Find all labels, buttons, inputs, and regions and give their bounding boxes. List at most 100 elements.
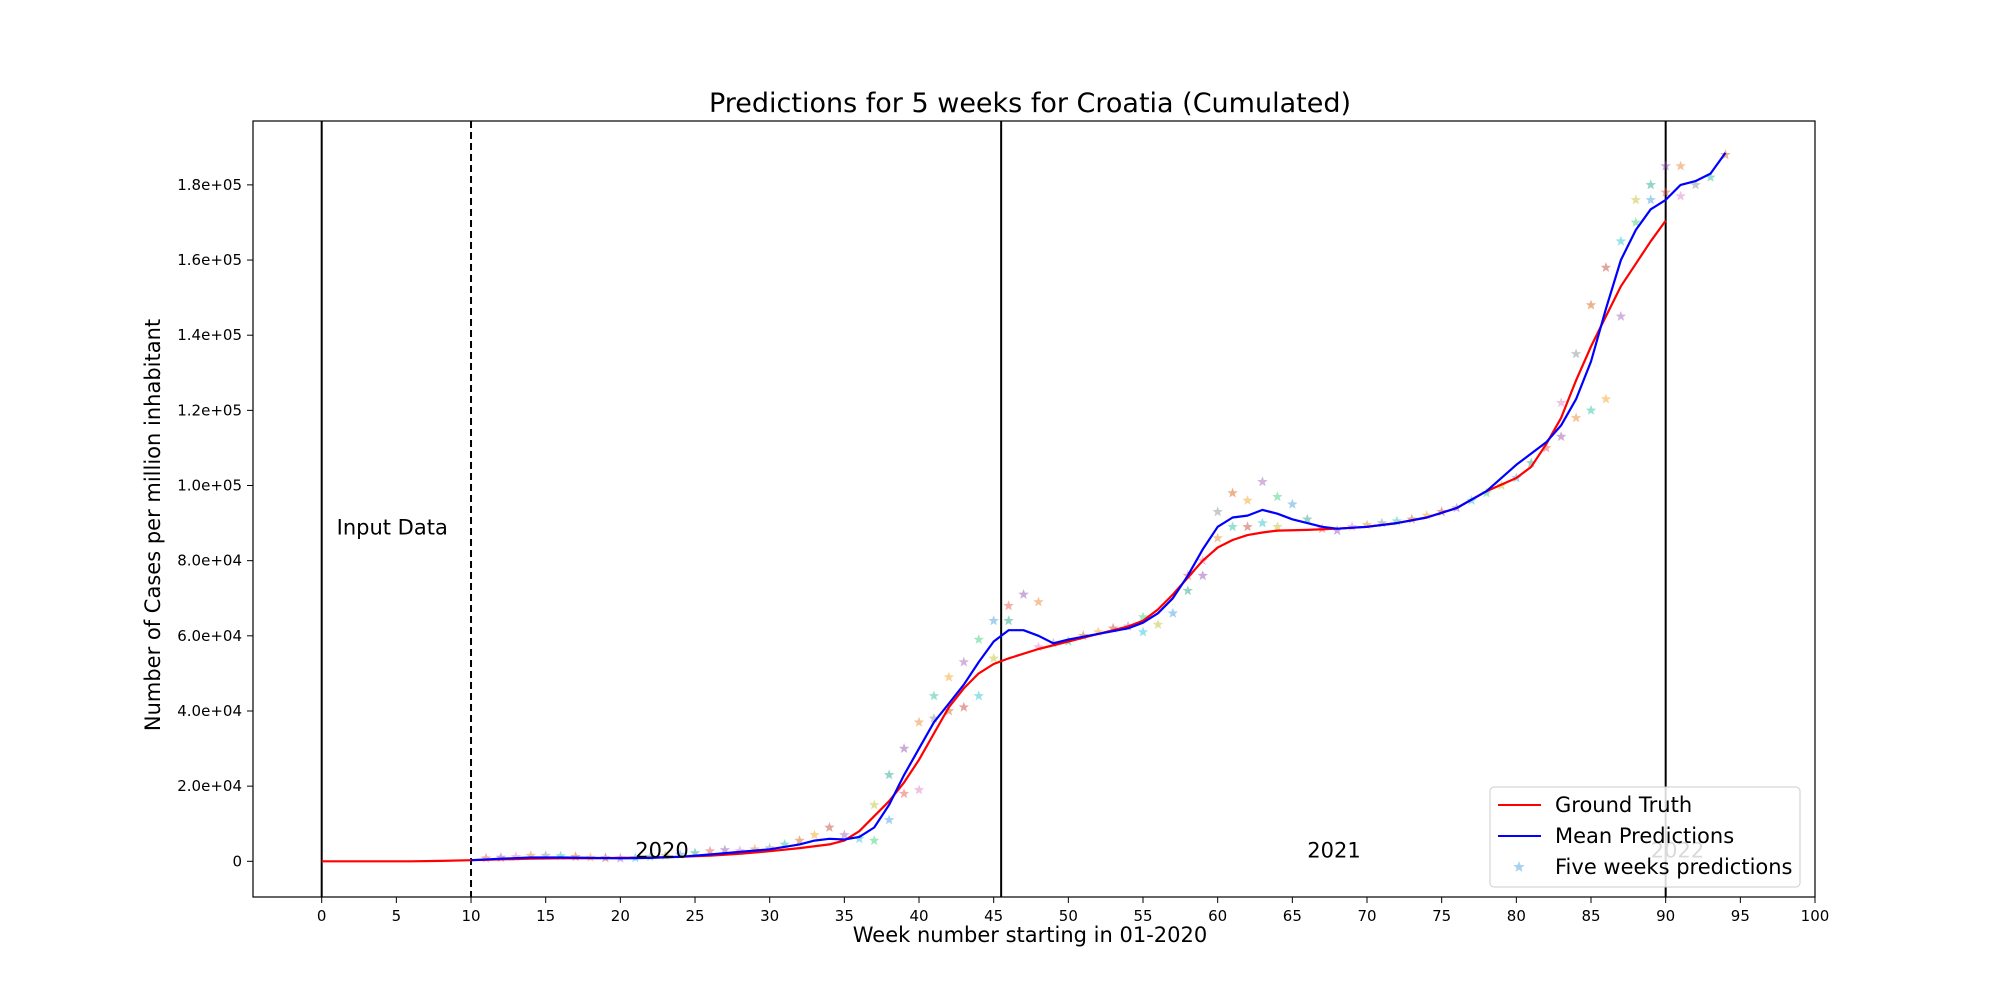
prediction-star-point <box>869 835 880 846</box>
y-tick-label: 1.2e+05 <box>177 401 242 419</box>
prediction-star-point <box>1600 262 1612 272</box>
prediction-star-point <box>1137 611 1149 622</box>
y-tick-label: 8.0e+04 <box>177 552 242 570</box>
prediction-star-point <box>719 844 731 855</box>
y-tick-label: 2.0e+04 <box>177 777 242 795</box>
prediction-star-point <box>1690 179 1701 190</box>
prediction-star-point <box>555 850 566 861</box>
prediction-star-point <box>495 852 507 862</box>
annotations: Input Data202020212022 <box>337 515 1705 862</box>
plot-background <box>253 121 1815 897</box>
legend-five-weeks-star-icon <box>1513 861 1525 872</box>
y-tick-label: 4.0e+04 <box>177 702 242 720</box>
prediction-star-point <box>943 671 955 682</box>
prediction-star-point <box>1331 525 1343 536</box>
x-tick-label: 0 <box>317 907 327 925</box>
y-tick-label: 0 <box>232 852 242 870</box>
prediction-star-point <box>1093 626 1104 637</box>
prediction-star-point <box>988 652 999 663</box>
prediction-star-point <box>674 849 686 859</box>
y-tick-label: 1.4e+05 <box>177 326 242 344</box>
prediction-star-point <box>645 851 656 862</box>
mean-predictions-series <box>470 152 1727 862</box>
prediction-star-point <box>1018 589 1029 599</box>
prediction-star-point <box>1541 442 1552 453</box>
x-tick-label: 90 <box>1656 907 1675 925</box>
prediction-star-point <box>1630 217 1641 227</box>
prediction-star-point <box>1272 521 1283 532</box>
x-tick-label: 40 <box>909 907 928 925</box>
prediction-star-point <box>1675 160 1686 171</box>
prediction-star-point <box>1272 491 1283 502</box>
x-tick-label: 45 <box>984 907 1003 925</box>
prediction-star-point <box>1182 585 1193 596</box>
prediction-star-point <box>1615 310 1627 321</box>
prediction-star-point <box>1287 498 1298 509</box>
x-tick-label: 10 <box>461 907 480 925</box>
prediction-star-point <box>704 845 716 856</box>
x-axis-label: Week number starting in 01-2020 <box>853 923 1207 947</box>
x-tick-label: 15 <box>536 907 555 925</box>
prediction-star-point <box>1615 235 1627 246</box>
prediction-star-point <box>1137 626 1149 637</box>
prediction-star-point <box>913 784 925 795</box>
prediction-star-point <box>1391 515 1403 526</box>
prediction-star-point <box>525 850 536 861</box>
x-tick-label: 25 <box>685 907 704 925</box>
x-tick-label: 60 <box>1208 907 1227 925</box>
prediction-star-point <box>1227 487 1238 498</box>
prediction-star-point <box>1107 622 1119 633</box>
prediction-star-point <box>1302 513 1313 524</box>
prediction-star-point <box>1167 607 1179 618</box>
annotation-input-data: Input Data <box>337 515 448 539</box>
prediction-star-point <box>1078 630 1089 641</box>
prediction-star-point <box>1585 299 1597 310</box>
prediction-star-point <box>898 743 910 753</box>
x-tick-label: 85 <box>1581 907 1600 925</box>
legend-five-weeks-label: Five weeks predictions <box>1555 855 1793 879</box>
y-tick-label: 1.8e+05 <box>177 176 242 194</box>
prediction-star-point <box>570 851 581 862</box>
prediction-star-point <box>973 690 984 701</box>
prediction-star-point <box>734 845 745 856</box>
x-tick-label: 95 <box>1731 907 1750 925</box>
plot-frame <box>252 120 1816 898</box>
prediction-star-point <box>1406 513 1417 524</box>
prediction-star-point <box>1212 532 1223 543</box>
axes: 0 5 10 15 20 25 30 35 40 45 50 55 60 65 70 75 80 85 90 95 10… <box>177 120 1830 925</box>
prediction-star-point <box>839 829 850 840</box>
prediction-star-point <box>1705 171 1716 182</box>
legend-mean-predictions-label: Mean Predictions <box>1555 824 1734 848</box>
x-tick-label: 55 <box>1133 907 1152 925</box>
prediction-star-point <box>1630 194 1641 205</box>
prediction-star-point <box>1257 476 1268 487</box>
prediction-star-point <box>1346 521 1358 532</box>
prediction-star-point <box>1555 431 1567 442</box>
prediction-star-point <box>794 835 805 846</box>
x-tick-label: 100 <box>1801 907 1830 925</box>
prediction-star-point <box>1257 517 1268 528</box>
plot-area <box>253 121 1815 897</box>
prediction-star-point <box>958 701 969 712</box>
prediction-star-point <box>943 705 955 716</box>
prediction-star-point <box>913 716 925 727</box>
prediction-star-point <box>1645 179 1656 190</box>
prediction-star-point <box>1003 600 1014 611</box>
y-axis-label: Number of Cases per million inhabitant <box>141 319 165 731</box>
mean-predictions-line <box>470 152 1727 862</box>
prediction-star-point <box>898 788 910 799</box>
prediction-star-point <box>1660 160 1671 171</box>
y-tick-label: 1.6e+05 <box>177 251 242 269</box>
vertical-lines <box>320 121 1667 897</box>
x-tick-label: 70 <box>1357 907 1376 925</box>
prediction-star-point <box>540 850 551 861</box>
prediction-star-point <box>1570 412 1582 423</box>
prediction-star-point <box>689 847 701 858</box>
prediction-star-point <box>824 822 835 832</box>
prediction-star-point <box>1526 457 1537 468</box>
prediction-star-point <box>958 656 969 667</box>
prediction-star-point <box>1481 487 1492 498</box>
prediction-star-point <box>869 799 880 810</box>
prediction-star-point <box>1033 641 1044 652</box>
